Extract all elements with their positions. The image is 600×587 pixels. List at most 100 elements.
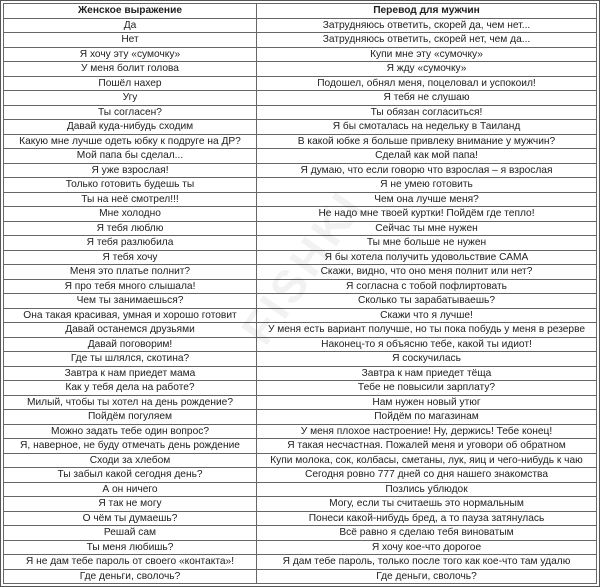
translation-cell: В какой юбке я больше привлеку внимание …	[256, 133, 597, 149]
female-phrase-cell: Сходи за хлебом	[3, 452, 257, 468]
translation-cell: Подошел, обнял меня, поцеловал и успокои…	[256, 75, 597, 91]
translation-cell: Купи мне эту «сумочку»	[256, 46, 597, 62]
table-row: О чём ты думаешь? Понеси какой-нибудь бре…	[3, 510, 597, 526]
translation-cell: Сколько ты зарабатываешь?	[256, 293, 597, 309]
female-phrase-cell: Завтра к нам приедет мама	[3, 365, 257, 381]
translation-cell: Я тебя не слушаю	[256, 90, 597, 106]
female-phrase-cell: Мой папа бы сделал...	[3, 148, 257, 164]
table-row: Давай поговорим! Наконец-то я объясню теб…	[3, 336, 597, 352]
table-row: Давай куда-нибудь сходим Я бы смоталась н…	[3, 119, 597, 135]
table-row: А он ничего Позлись ублюдок	[3, 481, 597, 497]
translation-cell: Я не умею готовить	[256, 177, 597, 193]
table-row: Мой папа бы сделал... Сделай как мой папа…	[3, 148, 597, 164]
female-phrase-cell: Давай поговорим!	[3, 336, 257, 352]
female-phrase-cell: Пойдём погуляем	[3, 409, 257, 425]
female-phrase-cell: Как у тебя дела на работе?	[3, 380, 257, 396]
table-row: Ты забыл какой сегодня день? Сегодня ровн…	[3, 467, 597, 483]
table-row: Я тебя хочу Я бы хотела получить удовольс…	[3, 249, 597, 265]
female-phrase-cell: Я не дам тебе пароль от своего «контакта…	[3, 554, 257, 570]
translation-cell: Завтра к нам приедет тёща	[256, 365, 597, 381]
translation-cell: Я соскучилась	[256, 351, 597, 367]
table-row: Пойдём погуляем Пойдём по магазинам	[3, 409, 597, 425]
table-row: Я тебя разлюбила Ты мне больше не нужен	[3, 235, 597, 251]
female-phrase-cell: Меня это платье полнит?	[3, 264, 257, 280]
translation-cell: Я бы хотела получить удовольствие САМА	[256, 249, 597, 265]
table-row: Я уже взрослая! Я думаю, что если говорю …	[3, 162, 597, 178]
female-phrase-cell: Ты забыл какой сегодня день?	[3, 467, 257, 483]
translation-cell: Я согласна с тобой пофлиртовать	[256, 278, 597, 294]
female-phrase-cell: Только готовить будешь ты	[3, 177, 257, 193]
translation-cell: Я жду «сумочку»	[256, 61, 597, 77]
translation-cell: Я хочу кое-что дорогое	[256, 539, 597, 555]
translation-cell: Где деньги, сволочь?	[256, 568, 597, 584]
female-phrase-cell: Она такая красивая, умная и хорошо готов…	[3, 307, 257, 323]
female-phrase-cell: Можно задать тебе один вопрос?	[3, 423, 257, 439]
table-row: Как у тебя дела на работе? Тебе не повыси…	[3, 380, 597, 396]
header-row: Женское выражение Перевод для мужчин	[3, 3, 597, 19]
table-row: Завтра к нам приедет мама Завтра к нам пр…	[3, 365, 597, 381]
table-row: Да Затрудняюсь ответить, скорей да, чем н…	[3, 17, 597, 33]
female-phrase-cell: Я так не могу	[3, 496, 257, 512]
translation-cell: Пойдём по магазинам	[256, 409, 597, 425]
female-phrase-cell: Угу	[3, 90, 257, 106]
female-phrase-cell: Я тебя разлюбила	[3, 235, 257, 251]
translation-cell: Нам нужен новый утюг	[256, 394, 597, 410]
translation-cell: Купи молока, сок, колбасы, сметаны, лук,…	[256, 452, 597, 468]
translation-cell: Понеси какой-нибудь бред, а то пауза зат…	[256, 510, 597, 526]
female-phrase-cell: Давай останемся друзьями	[3, 322, 257, 338]
table-row: Меня это платье полнит? Скажи, видно, что…	[3, 264, 597, 280]
table-row: Пошёл нахер Подошел, обнял меня, поцелова…	[3, 75, 597, 91]
female-phrase-cell: Я про тебя много слышала!	[3, 278, 257, 294]
translation-cell: Я думаю, что если говорю что взрослая – …	[256, 162, 597, 178]
female-phrase-cell: Я уже взрослая!	[3, 162, 257, 178]
female-phrase-cell: Нет	[3, 32, 257, 48]
table-row: Мне холодно Не надо мне твоей куртки! Пой…	[3, 206, 597, 222]
table-row: У меня болит голова Я жду «сумочку»	[3, 61, 597, 77]
female-phrase-cell: Я, наверное, не буду отмечать день рожде…	[3, 438, 257, 454]
female-phrase-cell: Ты меня любишь?	[3, 539, 257, 555]
female-phrase-cell: Я тебя хочу	[3, 249, 257, 265]
translation-cell: Всё равно я сделаю тебя виноватым	[256, 525, 597, 541]
translation-cell: Наконец-то я объясню тебе, какой ты идио…	[256, 336, 597, 352]
female-phrase-cell: Чем ты занимаешься?	[3, 293, 257, 309]
female-phrase-cell: Решай сам	[3, 525, 257, 541]
header-translation: Перевод для мужчин	[256, 3, 597, 19]
translation-cell: Я такая несчастная. Пожалей меня и угово…	[256, 438, 597, 454]
translation-cell: Могу, если ты считаешь это нормальным	[256, 496, 597, 512]
table-row: Я не дам тебе пароль от своего «контакта…	[3, 554, 597, 570]
translation-cell: Ты мне больше не нужен	[256, 235, 597, 251]
table-row: Милый, чтобы ты хотел на день рождение? Н…	[3, 394, 597, 410]
translation-cell: Ты обязан согласиться!	[256, 104, 597, 120]
table-row: Ты на неё смотрел!!! Чем она лучше меня?	[3, 191, 597, 207]
phrase-table: Женское выражение Перевод для мужчин Да З…	[3, 3, 597, 584]
table-row: Можно задать тебе один вопрос? У меня пло…	[3, 423, 597, 439]
female-phrase-cell: Милый, чтобы ты хотел на день рождение?	[3, 394, 257, 410]
female-phrase-cell: Давай куда-нибудь сходим	[3, 119, 257, 135]
female-phrase-cell: Я хочу эту «сумочку»	[3, 46, 257, 62]
translation-cell: Чем она лучше меня?	[256, 191, 597, 207]
table-row: Сходи за хлебом Купи молока, сок, колбасы…	[3, 452, 597, 468]
table-row: Нет Затрудняюсь ответить, скорей нет, чем…	[3, 32, 597, 48]
female-phrase-cell: Мне холодно	[3, 206, 257, 222]
female-phrase-cell: Да	[3, 17, 257, 33]
table-row: Где ты шлялся, скотина? Я соскучилась	[3, 351, 597, 367]
translation-cell: Сегодня ровно 777 дней со дня нашего зна…	[256, 467, 597, 483]
female-phrase-cell: Где ты шлялся, скотина?	[3, 351, 257, 367]
female-phrase-cell: Ты на неё смотрел!!!	[3, 191, 257, 207]
table-row: Я так не могу Могу, если ты считаешь это …	[3, 496, 597, 512]
translation-cell: Не надо мне твоей куртки! Пойдём где теп…	[256, 206, 597, 222]
table-row: Угу Я тебя не слушаю	[3, 90, 597, 106]
female-phrase-cell: Пошёл нахер	[3, 75, 257, 91]
translation-cell: Я бы смоталась на недельку в Таиланд	[256, 119, 597, 135]
translation-cell: Затрудняюсь ответить, скорей нет, чем да…	[256, 32, 597, 48]
female-phrase-cell: А он ничего	[3, 481, 257, 497]
female-phrase-cell: Где деньги, сволочь?	[3, 568, 257, 584]
translation-cell: Позлись ублюдок	[256, 481, 597, 497]
female-phrase-cell: Какую мне лучше одеть юбку к подруге на …	[3, 133, 257, 149]
table-row: Ты меня любишь? Я хочу кое-что дорогое	[3, 539, 597, 555]
translation-cell: Затрудняюсь ответить, скорей да, чем нет…	[256, 17, 597, 33]
table-row: Где деньги, сволочь? Где деньги, сволочь?	[3, 568, 597, 584]
translation-cell: Сейчас ты мне нужен	[256, 220, 597, 236]
translation-cell: У меня есть вариант получше, но ты пока …	[256, 322, 597, 338]
table-row: Я, наверное, не буду отмечать день рожде…	[3, 438, 597, 454]
